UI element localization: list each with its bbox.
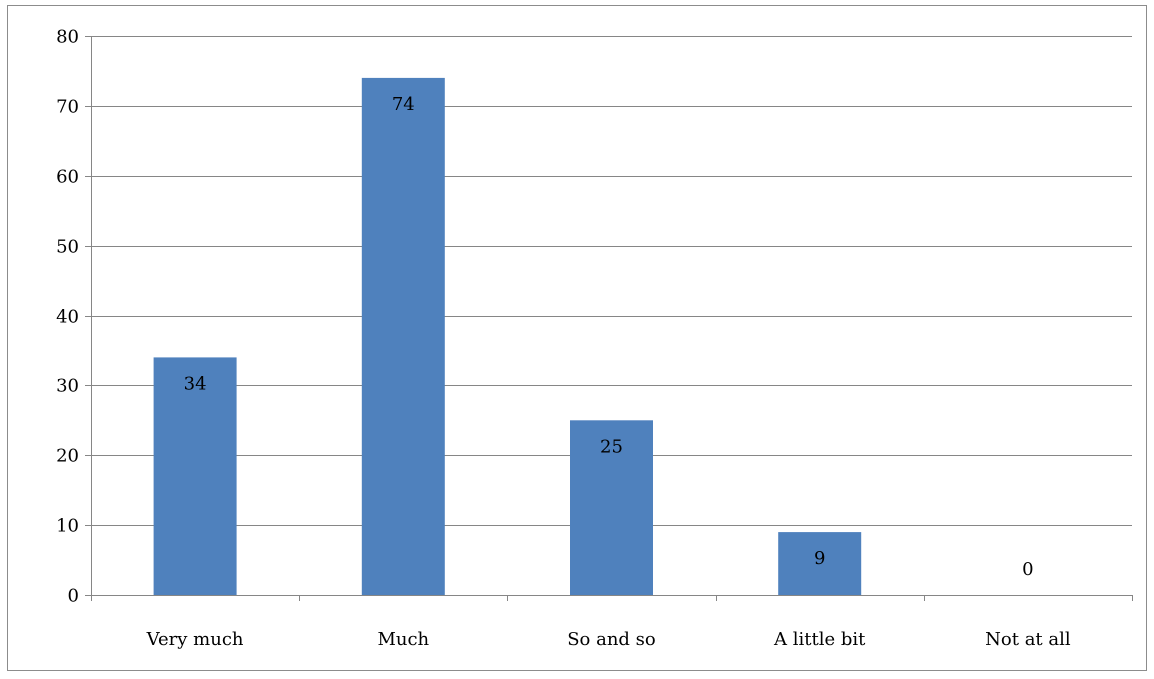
y-tick-label: 0 — [68, 586, 79, 607]
labels: 0 10 20 30 40 50 60 70 80 34 Very much 74 Much 25 So a… — [56, 27, 1071, 651]
x-tick-label: Much — [377, 629, 429, 650]
y-tick-label: 40 — [56, 307, 79, 328]
data-label: 34 — [184, 373, 207, 394]
x-tick-label: Very much — [146, 629, 244, 650]
bar — [570, 420, 653, 595]
data-label: 74 — [392, 94, 415, 115]
axes — [85, 36, 1133, 601]
y-tick-label: 30 — [56, 376, 79, 397]
x-tick-label: So and so — [567, 629, 656, 650]
data-label: 0 — [1022, 559, 1033, 580]
bar — [361, 77, 445, 595]
y-tick-label: 70 — [56, 97, 79, 118]
y-tick-label: 50 — [56, 237, 79, 258]
y-tick-label: 80 — [56, 27, 79, 48]
gridlines — [91, 36, 1132, 526]
data-label: 25 — [600, 436, 623, 457]
data-label: 9 — [814, 548, 825, 569]
bar — [153, 357, 237, 595]
bar — [778, 532, 862, 595]
y-tick-label: 60 — [56, 167, 79, 188]
x-tick-label: Not at all — [985, 629, 1071, 650]
bars — [153, 77, 862, 595]
x-tick-label: A little bit — [773, 629, 866, 650]
y-tick-label: 20 — [56, 446, 79, 467]
y-tick-label: 10 — [56, 516, 79, 537]
